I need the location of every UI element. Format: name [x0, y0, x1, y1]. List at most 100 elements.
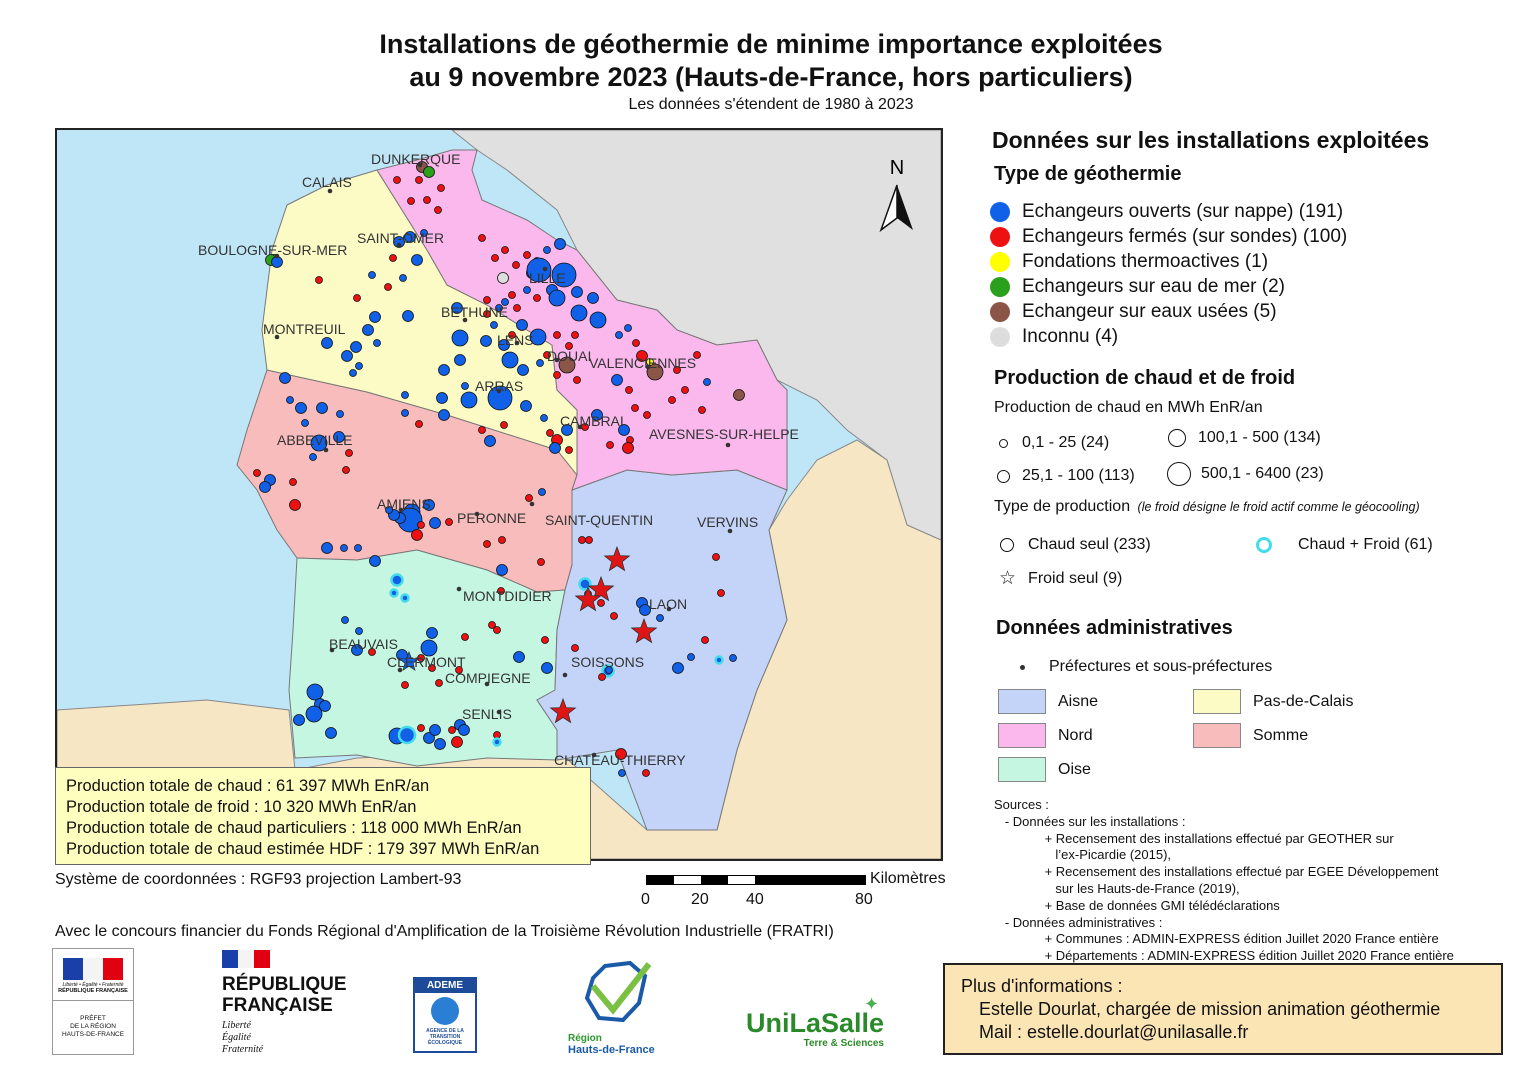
installation-marker — [368, 648, 376, 656]
legend-heat-caption: Production de chaud en MWh EnR/an — [994, 399, 1263, 416]
legend-ptype-heat-cold: Chaud + Froid (61) — [1256, 536, 1433, 554]
city-lille: LILLE — [529, 270, 566, 286]
installation-marker — [512, 261, 520, 269]
legend-type-seawater: Echangeurs sur eau de mer (2) — [990, 274, 1347, 299]
stats-estimated-heat: Production totale de chaud estimée HDF :… — [66, 840, 540, 858]
installation-marker — [698, 406, 706, 414]
swatch-oise — [998, 757, 1046, 782]
installation-marker — [336, 410, 344, 418]
city-dunkerque: DUNKERQUE — [371, 151, 461, 167]
installation-marker — [672, 662, 684, 674]
city-clermont: CLERMONT — [387, 654, 466, 670]
city-beauvais: BEAUVAIS — [329, 636, 398, 652]
legend-type-heading: Type de géothermie — [994, 163, 1182, 185]
installation-marker — [497, 587, 505, 595]
installation-marker — [565, 342, 573, 350]
installation-marker — [631, 404, 639, 412]
installation-marker — [733, 389, 745, 401]
scale-tick-40: 40 — [746, 891, 764, 908]
legend-type-foundations: Fondations thermoactives (1) — [990, 249, 1347, 274]
installation-marker — [389, 588, 399, 598]
installation-marker — [309, 453, 317, 461]
installation-marker — [369, 311, 381, 323]
installation-marker — [636, 350, 648, 362]
installation-marker — [618, 769, 626, 777]
installation-marker — [578, 536, 586, 544]
info-contact: Estelle Dourlat, chargée de mission anim… — [979, 999, 1441, 1019]
installation-marker — [458, 724, 470, 736]
installation-marker — [385, 506, 393, 514]
installation-marker — [417, 521, 425, 529]
prefecture-marker — [398, 507, 404, 513]
marianne-flag-icon — [222, 950, 270, 968]
installation-marker — [561, 424, 573, 436]
installation-marker — [498, 536, 506, 544]
installation-marker — [349, 369, 357, 377]
installation-marker — [553, 371, 561, 379]
installation-marker — [420, 229, 428, 237]
installation-marker — [401, 391, 409, 399]
installation-marker — [693, 351, 701, 359]
installation-marker — [279, 372, 291, 384]
installation-marker — [553, 331, 561, 339]
circle-icon — [1168, 429, 1186, 447]
installation-marker — [587, 292, 599, 304]
installation-marker — [411, 529, 423, 541]
installation-marker — [289, 499, 301, 511]
installation-marker — [543, 246, 551, 254]
installation-marker — [548, 289, 566, 307]
installation-marker — [536, 359, 544, 367]
installation-marker — [643, 411, 651, 419]
installation-marker — [404, 231, 416, 243]
prefecture-marker — [496, 709, 502, 715]
installation-marker — [642, 769, 650, 777]
installation-marker — [289, 478, 297, 486]
city-douai: DOUAI — [547, 348, 592, 364]
city-cambrai: CAMBRAI — [560, 413, 624, 429]
installation-marker — [703, 378, 711, 386]
prefecture-marker — [323, 447, 329, 453]
stats-heat-total: Production totale de chaud : 61 397 MWh … — [66, 777, 430, 795]
installation-marker — [591, 409, 603, 421]
installation-marker — [520, 400, 532, 412]
installation-marker — [712, 553, 720, 561]
installation-marker — [399, 274, 407, 282]
circle-icon — [999, 438, 1008, 448]
ademe-logo: ADEME AGENCE DE LA TRANSITION ÉCOLOGIQUE — [413, 977, 477, 1053]
unilasalle-logo: UniLaSalle Terre & Sciences ✦ — [746, 994, 885, 1049]
installation-marker — [729, 654, 737, 662]
cold-only-star-icon — [603, 545, 631, 572]
installation-marker — [345, 449, 353, 457]
scale-unit: Kilomètres — [870, 870, 946, 887]
installation-marker — [350, 341, 362, 353]
installation-marker — [319, 700, 331, 712]
legend-dot-icon — [990, 226, 1010, 247]
installation-marker — [341, 616, 349, 624]
installation-marker — [423, 499, 435, 511]
circle-icon — [1000, 538, 1014, 552]
installation-marker — [397, 725, 417, 745]
installation-marker — [656, 614, 664, 622]
legend-dot-icon — [990, 326, 1010, 347]
legend-dept-pas-de-calais: Pas-de-Calais — [1193, 689, 1353, 714]
leaf-icon: ✦ — [864, 994, 880, 1014]
installation-marker — [434, 206, 442, 214]
installation-marker — [483, 310, 491, 318]
installation-marker — [517, 364, 529, 376]
installation-marker — [573, 376, 581, 384]
installation-marker — [523, 251, 531, 259]
coordinate-system: Système de coordonnées : RGF93 projectio… — [55, 871, 462, 888]
installation-marker — [305, 705, 323, 723]
contact-info-box: Plus d'informations : Estelle Dourlat, c… — [943, 963, 1503, 1055]
swatch-somme — [1193, 723, 1241, 748]
installation-marker — [455, 666, 463, 674]
installations-layer — [253, 161, 745, 777]
circle-icon — [997, 469, 1010, 483]
installation-marker — [286, 396, 294, 404]
installation-marker — [315, 276, 323, 284]
prefecture-marker — [396, 242, 402, 248]
installation-marker — [501, 351, 519, 369]
installation-marker — [483, 296, 491, 304]
legend-ptype-heat: Chaud seul (233) — [1000, 536, 1151, 554]
flag-icon — [63, 958, 123, 980]
